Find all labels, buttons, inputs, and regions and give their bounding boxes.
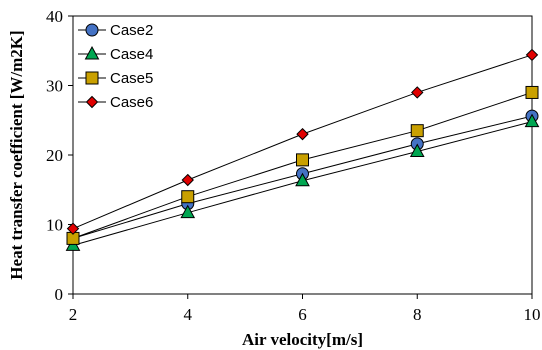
legend-label: Case4 <box>110 46 153 63</box>
axes: 0 10 20 30 40 2 4 6 8 10 <box>46 7 541 324</box>
data-point-case6 <box>66 222 80 235</box>
legend-label: Case5 <box>110 70 153 87</box>
legend-marker-square-icon <box>85 71 99 85</box>
data-point-case6 <box>181 173 194 187</box>
legend: Case2 Case4 Case5 Case6 <box>78 22 153 111</box>
legend-label: Case2 <box>110 22 153 39</box>
y-tick-label: 40 <box>46 7 63 26</box>
data-point-case4 <box>180 204 196 219</box>
data-point-case4 <box>295 172 310 187</box>
series-markers <box>65 48 540 251</box>
data-point-case6 <box>525 48 539 62</box>
x-tick-label: 6 <box>298 305 307 324</box>
x-tick-label: 4 <box>184 305 193 324</box>
legend-marker-circle-icon <box>85 23 99 37</box>
x-axis-title: Air velocity[m/s] <box>242 330 363 349</box>
data-point-case5 <box>525 85 539 99</box>
legend-label: Case6 <box>110 94 153 111</box>
y-tick-label: 0 <box>55 285 64 304</box>
legend-marker-triangle-icon <box>84 45 100 60</box>
x-tick-label: 10 <box>524 305 541 324</box>
legend-item-case2: Case2 <box>78 22 153 39</box>
y-tick-label: 10 <box>46 216 63 235</box>
y-axis-title: Heat transfer coefficient [W/m2K] <box>7 30 26 279</box>
y-tick-label: 30 <box>46 77 63 96</box>
legend-item-case4: Case4 <box>78 45 153 63</box>
data-point-case4 <box>409 143 425 158</box>
x-tick-label: 8 <box>413 305 422 324</box>
legend-item-case5: Case5 <box>78 70 153 87</box>
y-tick-label: 20 <box>46 146 63 165</box>
data-point-case5 <box>181 190 195 204</box>
data-point-case4 <box>524 113 540 128</box>
legend-marker-diamond-icon <box>85 95 99 109</box>
data-point-case5 <box>296 153 309 167</box>
legend-item-case6: Case6 <box>78 94 153 111</box>
x-tick-label: 2 <box>69 305 78 324</box>
data-point-case6 <box>411 86 424 99</box>
data-point-case6 <box>296 127 309 141</box>
data-point-case5 <box>410 124 424 138</box>
